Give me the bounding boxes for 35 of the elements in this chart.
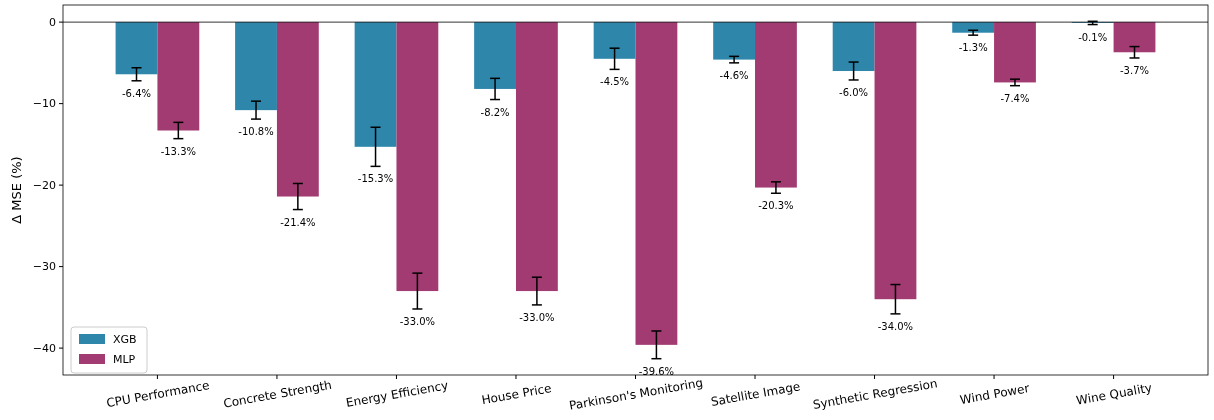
x-tick-label: CPU Performance bbox=[105, 378, 211, 411]
data-label: -13.3% bbox=[160, 145, 197, 157]
data-label: -6.4% bbox=[122, 87, 152, 99]
x-tick-label: Energy Efficiency bbox=[344, 378, 450, 411]
data-label: -3.7% bbox=[1119, 64, 1149, 76]
y-tick-label: −10 bbox=[32, 97, 56, 111]
x-tick-label: Wine Quality bbox=[1075, 380, 1154, 408]
data-label: -10.8% bbox=[238, 126, 274, 138]
data-label: -4.5% bbox=[600, 76, 630, 88]
data-label: -7.4% bbox=[1000, 92, 1030, 104]
x-tick-label: House Price bbox=[480, 381, 553, 408]
data-label: -4.6% bbox=[719, 69, 749, 81]
data-label: -6.0% bbox=[839, 86, 869, 98]
y-tick-label: −30 bbox=[32, 260, 56, 274]
data-label: -33.0% bbox=[519, 311, 555, 323]
x-tick-label: Satellite Image bbox=[709, 379, 802, 409]
data-label: -15.3% bbox=[357, 173, 394, 185]
y-axis-title: Δ MSE (%) bbox=[9, 156, 24, 224]
x-tick-label: Synthetic Regression bbox=[811, 376, 939, 412]
y-tick-label: −20 bbox=[32, 178, 56, 192]
data-label: -0.1% bbox=[1078, 31, 1108, 43]
data-label: -8.2% bbox=[480, 106, 510, 118]
x-tick-label: Wind Power bbox=[958, 381, 1031, 408]
y-tick-label: 0 bbox=[49, 15, 56, 29]
legend-label: MLP bbox=[113, 353, 136, 366]
data-label: -21.4% bbox=[280, 216, 316, 228]
y-tick-label: −40 bbox=[32, 341, 56, 355]
data-label: -20.3% bbox=[758, 200, 794, 212]
data-label: -1.3% bbox=[958, 42, 988, 54]
data-label: -34.0% bbox=[877, 320, 914, 332]
x-tick-label: Concrete Strength bbox=[222, 377, 333, 411]
data-label: -33.0% bbox=[399, 315, 436, 327]
legend-label: XGB bbox=[113, 333, 137, 346]
x-tick-label: Parkinson's Monitoring bbox=[568, 375, 705, 413]
data-label: -39.6% bbox=[638, 365, 675, 377]
